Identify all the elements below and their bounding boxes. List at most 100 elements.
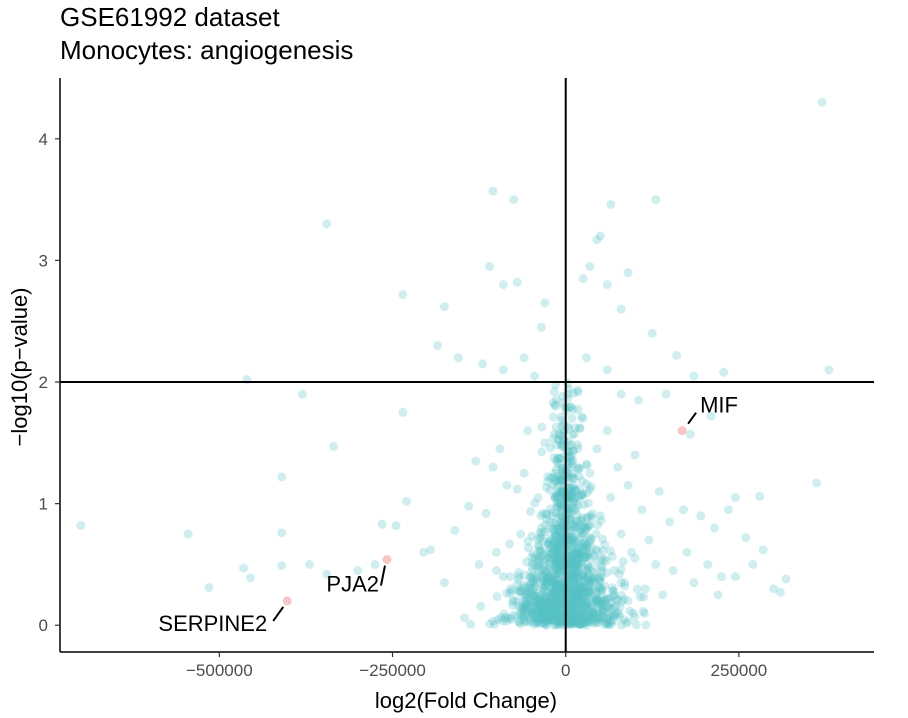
data-point [591, 591, 601, 601]
data-point [582, 566, 592, 576]
data-point [564, 615, 574, 625]
data-point [547, 610, 557, 620]
data-point [682, 547, 692, 557]
data-point [608, 586, 618, 596]
data-point [578, 542, 588, 552]
data-point [574, 471, 584, 481]
data-point [574, 619, 584, 629]
data-point [567, 492, 577, 502]
data-point [579, 609, 589, 619]
data-point [565, 560, 575, 570]
data-point [556, 588, 566, 598]
data-point [544, 549, 554, 559]
data-point [545, 543, 555, 553]
data-point [552, 534, 562, 544]
data-point [592, 614, 602, 624]
data-point [544, 537, 554, 547]
data-point [572, 549, 582, 559]
data-point [519, 604, 529, 614]
data-point [556, 614, 566, 624]
data-point [550, 620, 560, 630]
data-point [543, 578, 553, 588]
data-point [589, 616, 599, 626]
data-point [553, 620, 563, 630]
data-point [516, 529, 526, 539]
data-point [562, 477, 572, 487]
data-point [570, 558, 580, 568]
data-point [574, 492, 584, 502]
data-point [554, 618, 564, 628]
data-point [594, 606, 604, 616]
data-point [520, 605, 530, 615]
data-point [534, 562, 544, 572]
data-point [549, 566, 559, 576]
data-point [568, 540, 578, 550]
data-point [565, 601, 575, 611]
data-point [578, 571, 588, 581]
data-point [544, 596, 554, 606]
data-point [582, 612, 592, 622]
data-point [534, 571, 544, 581]
data-point [573, 501, 583, 511]
data-point [533, 602, 543, 612]
data-point [277, 528, 287, 538]
data-point [557, 439, 567, 449]
data-point [577, 581, 587, 591]
data-point [549, 606, 559, 616]
data-point [544, 524, 554, 534]
data-point [557, 593, 567, 603]
data-point [576, 584, 586, 594]
data-point [595, 575, 605, 585]
data-point [552, 491, 562, 501]
data-point [553, 547, 563, 557]
data-point [616, 564, 626, 574]
data-point [567, 577, 577, 587]
data-point [730, 493, 740, 503]
data-point [554, 601, 564, 611]
data-point [519, 353, 529, 363]
data-point [580, 574, 590, 584]
data-point [564, 618, 574, 628]
data-point [528, 558, 538, 568]
data-point [595, 556, 605, 566]
data-point [526, 599, 536, 609]
data-point [521, 604, 531, 614]
data-point [572, 567, 582, 577]
data-point [573, 567, 583, 577]
data-point [588, 608, 598, 618]
data-point [571, 613, 581, 623]
data-point [528, 575, 538, 585]
data-point [769, 584, 779, 594]
data-point [572, 560, 582, 570]
data-point [565, 561, 575, 571]
data-point [579, 577, 589, 587]
x-tick-label: −500000 [186, 661, 253, 680]
data-point [573, 560, 583, 570]
data-point [519, 570, 529, 580]
data-point [578, 549, 588, 559]
data-point [574, 566, 584, 576]
data-point [532, 606, 542, 616]
data-point [575, 605, 585, 615]
data-point [565, 493, 575, 503]
data-point [568, 455, 578, 465]
data-point [565, 441, 575, 451]
data-point [532, 617, 542, 627]
data-point [584, 613, 594, 623]
data-point [564, 572, 574, 582]
data-point [556, 440, 566, 450]
data-point [562, 522, 572, 532]
data-point [575, 601, 585, 611]
data-point [565, 515, 575, 525]
data-point [557, 474, 567, 484]
data-point [555, 475, 565, 485]
data-point [578, 606, 588, 616]
data-point [672, 350, 682, 360]
data-point [551, 592, 561, 602]
data-point [502, 616, 512, 626]
data-point [542, 599, 552, 609]
data-point [586, 614, 596, 624]
data-point [555, 497, 565, 507]
data-point [575, 534, 585, 544]
data-point [713, 590, 723, 600]
